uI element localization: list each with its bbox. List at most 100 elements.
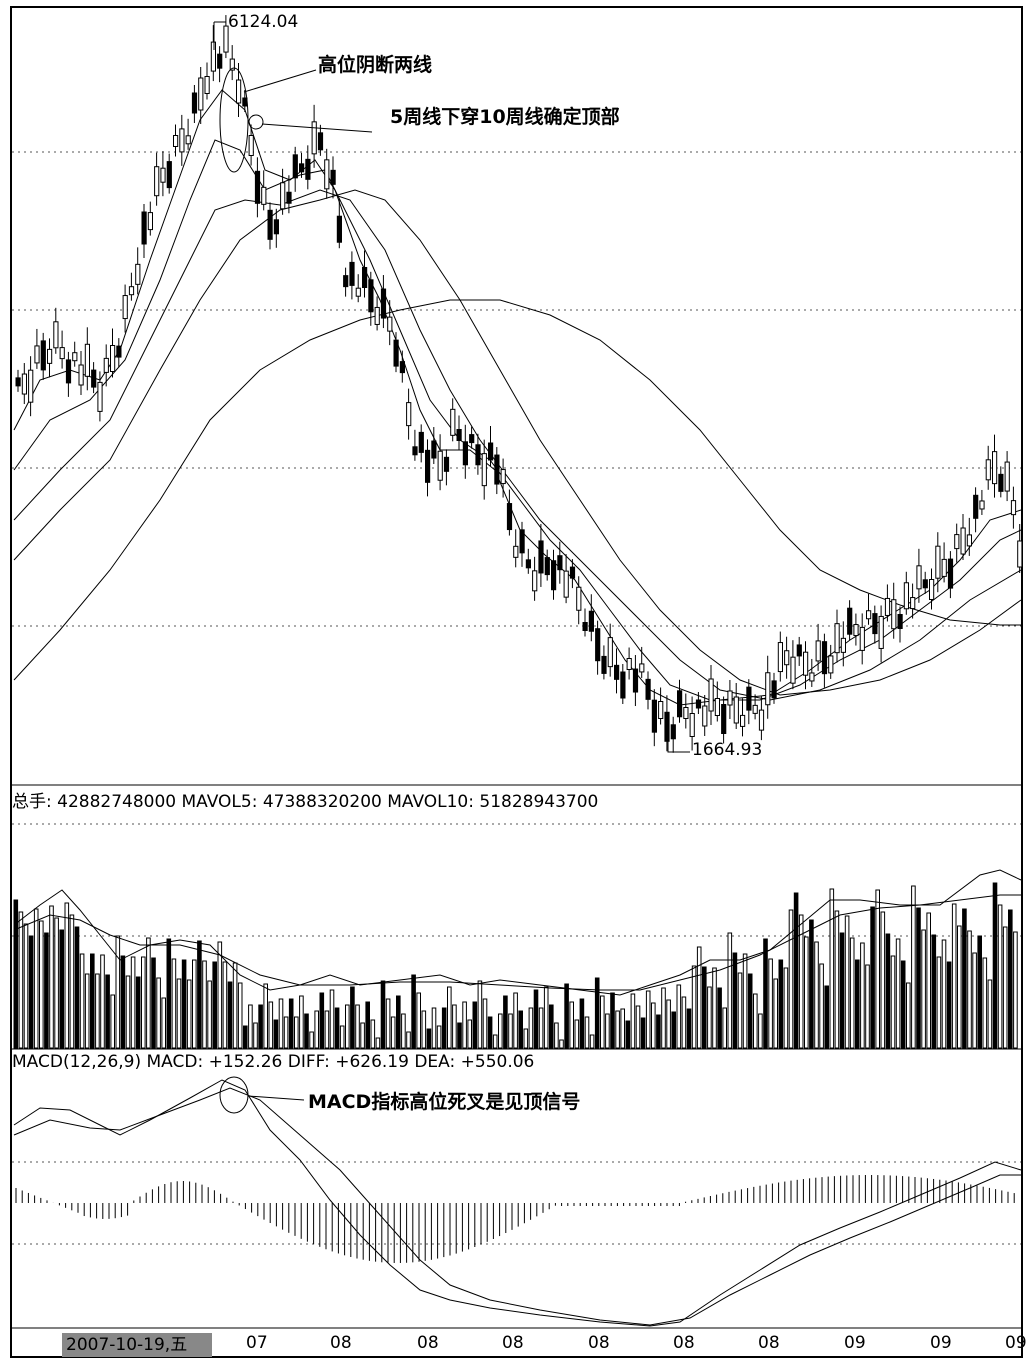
candlestick [506,503,513,531]
candlestick [771,680,777,699]
volume-bar [135,976,141,1049]
candlestick [910,597,916,610]
x-tick-label: 08 [758,1333,780,1353]
volume-bar [84,973,90,1049]
volume-bar [294,1016,299,1049]
volume-bar [931,934,937,1049]
volume-bar [110,994,116,1049]
volume-bar [880,911,886,1049]
volume-bar [192,959,197,1049]
volume-bar [559,1039,564,1049]
volume-bar [28,935,34,1049]
volume-bar [676,984,682,1049]
high-price-label: 6124.04 [228,12,299,32]
macd-cross-ellipse [219,1076,249,1114]
volume-bar [717,987,722,1049]
volume-bar [528,1007,534,1049]
candlestick [494,454,500,485]
selected-date-box[interactable]: 2007-10-19,五 [62,1333,212,1357]
volume-bar [758,1013,763,1049]
volume-bar [600,995,605,1049]
candlestick [859,626,865,651]
volume-bar [498,1013,503,1049]
candlestick [15,377,21,387]
volume-bar [906,982,911,1049]
volume-bar [814,941,819,1049]
volume-bar [207,980,212,1049]
candlestick [160,167,166,183]
candlestick [210,41,217,72]
candlestick [324,159,330,190]
volume-bar [661,987,666,1049]
candlestick [481,453,487,487]
volume-bar [860,942,865,1049]
candlestick [947,558,954,589]
candlestick [664,711,670,742]
volume-bar [809,919,814,1049]
candlestick [110,345,116,372]
volume-bar [941,939,947,1049]
volume-bar [997,904,1003,1049]
volume-bar [426,1028,432,1049]
candlestick [903,582,909,610]
candlestick [135,263,141,285]
candlestick [78,364,84,386]
volume-bar [844,915,850,1049]
volume-bar [992,882,998,1049]
volume-bar [732,952,738,1049]
candlestick [229,58,235,71]
candlestick [362,267,368,288]
volume-bar [166,938,172,1049]
volume-bar [804,936,809,1049]
volume-bar [283,1016,289,1049]
candlestick [128,286,135,296]
volume-bar [987,979,993,1049]
volume-bar [23,923,29,1049]
volume-bar [431,1007,437,1049]
volume-bar [651,1002,656,1049]
volume-bar [248,1004,253,1049]
volume-bar [890,955,896,1049]
volume-bar [589,1034,595,1049]
volume-bar [212,961,217,1049]
candlestick [166,161,172,189]
candlestick [147,212,154,231]
candlestick [513,545,519,558]
candlestick [979,500,985,510]
volume-bar [350,986,355,1049]
candlestick [853,624,859,637]
candlestick [368,279,374,313]
volume-bar [365,1001,370,1049]
volume-bar [819,963,824,1049]
volume-bar [508,1013,513,1049]
candlestick [651,699,657,733]
candlestick [815,640,821,662]
candlestick [714,698,720,716]
candlestick [670,724,676,740]
macd-header: MACD(12,26,9) MACD: +152.26 DIFF: +626.1… [12,1052,535,1072]
volume-bar [39,920,44,1049]
volume-bar [1002,926,1008,1049]
volume-bar [472,1001,478,1049]
volume-bar [202,960,207,1049]
volume-bar [339,1025,345,1049]
volume-bar [171,958,177,1049]
volume-bar [865,964,870,1049]
low-price-label: 1664.93 [692,740,763,760]
candlestick [267,209,273,240]
candlestick [538,540,544,574]
candlestick [872,613,878,635]
candlestick [519,529,525,554]
candlestick [576,586,582,611]
candlestick [387,316,393,332]
volume-bar [503,995,508,1049]
volume-bar [630,993,636,1049]
candlestick [261,186,267,205]
volume-bar [737,972,743,1049]
volume-bar [926,912,932,1049]
candlestick [425,449,431,483]
candlestick [525,559,531,569]
candlestick [91,369,97,388]
candlestick [916,565,922,590]
volume-bar [390,1016,396,1049]
